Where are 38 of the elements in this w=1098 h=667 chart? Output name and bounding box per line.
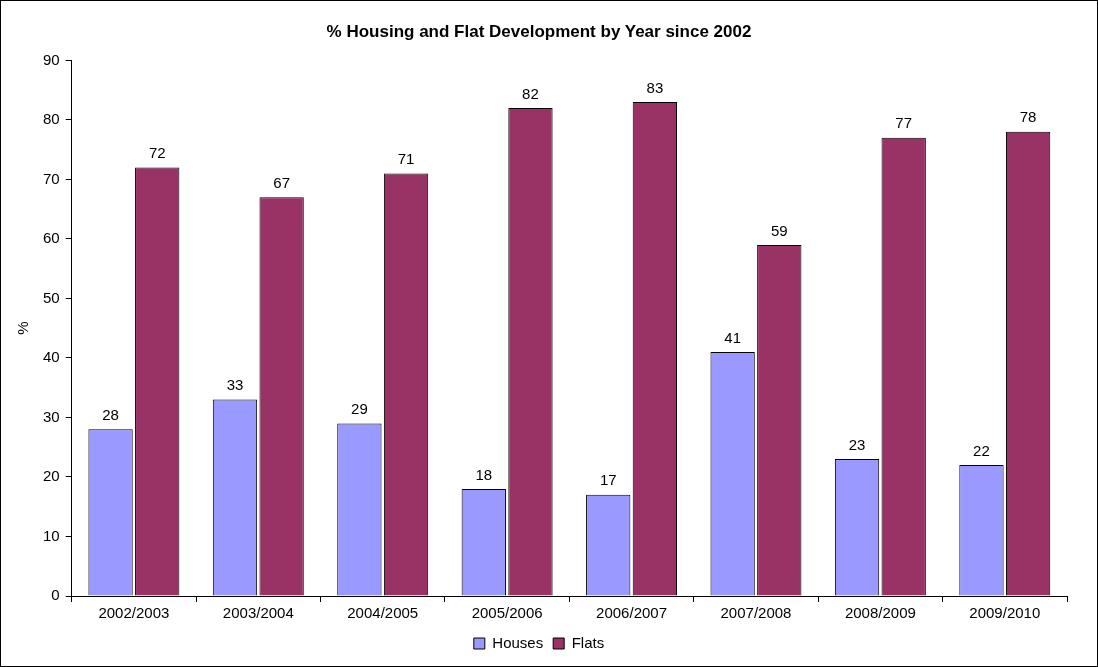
y-tick-label: 10 [43,526,60,544]
data-label: 17 [599,471,617,489]
data-label: 23 [848,435,866,453]
data-label: 59 [770,221,788,239]
chart-title: % Housing and Flat Development by Year since 2002 [326,21,752,41]
data-label: 71 [397,150,415,168]
data-label: 78 [1019,108,1037,126]
x-tick-label: 2009/2010 [969,604,1041,622]
data-label: 67 [273,173,290,191]
y-tick-label: 90 [43,50,60,68]
x-tick-label: 2003/2004 [222,604,294,622]
data-label: 33 [226,376,244,394]
data-label: 82 [522,84,539,102]
x-tick-label: 2007/2008 [720,604,792,622]
x-tick-label: 2005/2006 [471,604,543,622]
data-label: 83 [646,78,664,96]
x-tick-label: 2002/2003 [98,604,170,622]
y-tick-label: 80 [43,110,60,128]
data-label: 41 [724,328,741,346]
y-tick-label: 50 [43,288,60,306]
data-label: 18 [475,465,493,483]
y-tick-label: 30 [43,407,60,425]
y-tick-label: 20 [43,467,60,485]
y-tick-label: 0 [51,586,60,604]
x-tick-label: 2006/2007 [596,604,667,622]
legend-label: Houses [492,633,544,651]
y-tick-label: 70 [43,169,60,187]
data-label: 29 [351,400,368,418]
data-label: 77 [895,114,913,132]
x-tick-label: 2004/2005 [347,604,419,622]
data-label: 72 [148,144,166,162]
y-axis-title: % [14,321,32,335]
y-tick-label: 40 [43,348,60,366]
legend-label: Flats [571,633,605,651]
y-tick-label: 60 [43,229,60,247]
x-tick-label: 2008/2009 [844,604,916,622]
data-label: 22 [973,441,990,459]
data-label: 28 [102,406,119,424]
